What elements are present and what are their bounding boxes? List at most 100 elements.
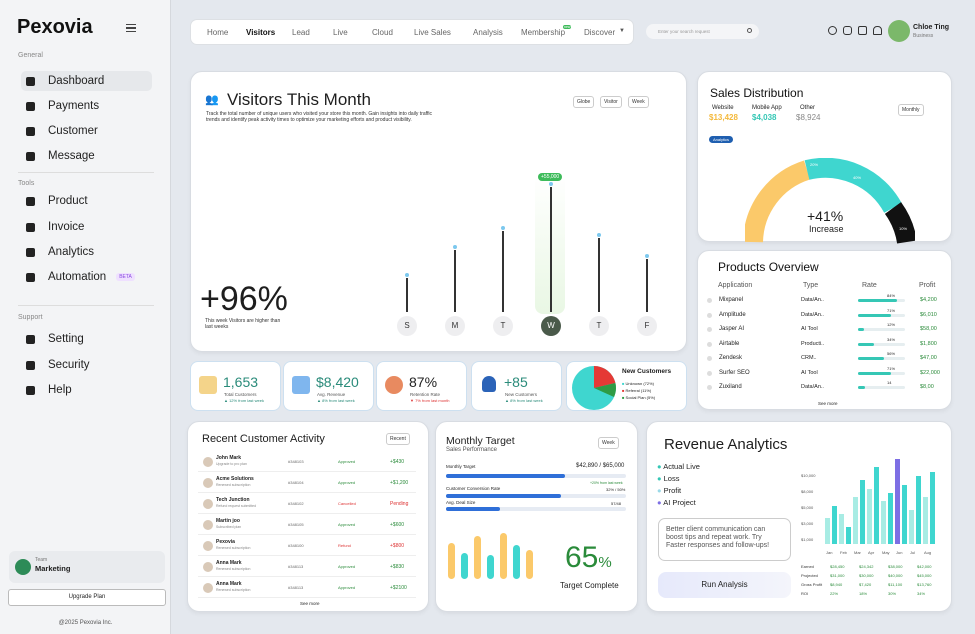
table-cell: $45,000 (917, 573, 932, 578)
filter-visitor[interactable]: Visitor (600, 96, 622, 108)
visitors-bar (502, 231, 504, 312)
new-badge: new (563, 25, 572, 29)
tab-home[interactable]: Home (207, 28, 229, 37)
order-id: #348102 (288, 501, 304, 506)
product-name: Jasper AI (719, 326, 745, 332)
tab-live-sales[interactable]: Live Sales (414, 28, 451, 37)
sidebar-item-invoice[interactable]: Invoice (21, 217, 152, 237)
visitors-bar (454, 250, 456, 312)
sidebar-item-help[interactable]: Help (21, 380, 152, 400)
tab-analysis[interactable]: Analysis (473, 28, 503, 37)
run-analysis-button[interactable]: Run Analysis (658, 572, 791, 598)
attachment-icon[interactable] (843, 26, 852, 35)
table-cell: 30% (888, 591, 897, 596)
customer-name: Anna Mark (216, 581, 242, 587)
activity-row[interactable]: Anna Mark Renewed subscription #348113 Appr… (198, 557, 416, 577)
tab-membership[interactable]: Membership (521, 28, 566, 37)
tab-visitors[interactable]: Visitors (246, 28, 276, 37)
sidebar-item-dashboard[interactable]: Dashboard (21, 71, 152, 91)
amount: +$830 (390, 564, 405, 570)
profit-value: $8,00 (920, 384, 934, 390)
customer-name: John Mark (216, 455, 242, 461)
activity-desc: Subscribed plan (216, 525, 242, 529)
visitors-bar (406, 278, 408, 312)
legend-item: ■ Social Plan (5%) (622, 395, 656, 400)
tab-cloud[interactable]: Cloud (372, 28, 393, 37)
filter-globe[interactable]: Globe (573, 96, 595, 108)
revenue-bar (867, 489, 872, 544)
sidebar-item-product[interactable]: Product (21, 191, 152, 211)
sales-col-value: $4,038 (752, 113, 777, 122)
add-icon[interactable] (828, 26, 837, 35)
activity-row[interactable]: Anna Mark Renewed subscription #348113 Appr… (198, 578, 416, 598)
activity-row[interactable]: John Mark Upgrade to pro plan #348103 Appro… (198, 452, 416, 472)
day-label: F (637, 316, 657, 336)
product-name: Mixpanel (719, 297, 744, 303)
peak-label: +55,000 (538, 173, 563, 181)
revenue-bar (874, 467, 879, 544)
sidebar-item-message[interactable]: Message (21, 146, 152, 166)
visitors-title: Visitors This Month (227, 90, 371, 109)
rate-value: 12% (887, 322, 896, 327)
x-tick: Feb (840, 550, 847, 555)
search-input[interactable]: Enter your search request (646, 24, 759, 39)
activity-desc: Renewed subscription (216, 483, 251, 487)
avatar (203, 541, 213, 551)
bell-icon[interactable] (873, 26, 882, 35)
period-select[interactable]: Monthly (898, 104, 924, 116)
amount: +$600 (390, 522, 405, 528)
sidebar-item-customer[interactable]: Customer (21, 121, 152, 141)
y-tick: $8,000 (801, 489, 814, 494)
divider (18, 305, 154, 306)
x-tick: May (882, 550, 890, 555)
sales-col-label: Other (800, 105, 816, 111)
target-row-label: Monthly Target (446, 464, 476, 469)
tab-discover[interactable]: Discover (584, 28, 616, 37)
progress-bar (446, 494, 626, 498)
sidebar-item-analytics[interactable]: Analytics (21, 242, 152, 262)
week-select[interactable]: Week (598, 437, 619, 449)
visitors-description: Track the total number of unique users w… (206, 111, 432, 123)
tab-live[interactable]: Live (333, 28, 348, 37)
status-badge: Cancelled (338, 501, 356, 506)
activity-desc: Upgrade to pro plan (216, 462, 247, 466)
menu-icon[interactable] (126, 24, 136, 32)
row-dot (707, 385, 712, 390)
rate-value: 56% (887, 351, 896, 356)
revenue-bar (916, 476, 921, 544)
sidebar-item-automation[interactable]: Automation BETA (21, 267, 152, 287)
see-more-link[interactable]: See more (300, 601, 320, 606)
chat-icon[interactable] (858, 26, 867, 35)
activity-row[interactable]: Tech Junction Refund request submitted #34… (198, 494, 416, 514)
tab-lead[interactable]: Lead (292, 28, 310, 37)
activity-row[interactable]: Acme Solutions Renewed subscription #34810… (198, 473, 416, 493)
sidebar-item-payments[interactable]: Payments (21, 96, 152, 116)
avatar[interactable] (888, 20, 910, 42)
table-cell: $13,760 (917, 582, 932, 587)
x-tick: Apr (868, 550, 875, 555)
rate-value: 14 (887, 380, 892, 385)
segment-label: 40% (853, 175, 862, 180)
target-subtitle: Sales Performance (446, 447, 498, 453)
x-tick: Jul (910, 550, 916, 555)
order-id: #348104 (288, 480, 304, 485)
activity-row[interactable]: Martin joo Subscribed plan #348105 Approved… (198, 515, 416, 535)
stat-label: Total Customers (224, 392, 257, 397)
profit-value: $4,200 (920, 297, 937, 303)
rate-value: 71% (887, 307, 896, 313)
recent-select[interactable]: Recent (386, 433, 410, 445)
stat-label: New Customers (505, 392, 538, 397)
team-switcher[interactable]: Team Marketing (9, 551, 165, 583)
stat-label: Retention Rate (410, 392, 441, 397)
see-more-link[interactable]: See more (818, 401, 838, 406)
target-bar (487, 555, 494, 579)
status-badge: Approved (338, 564, 356, 569)
activity-row[interactable]: Pexovia Renewed subscription #348100 Refund… (198, 536, 416, 556)
filter-week[interactable]: Week (628, 96, 649, 108)
sidebar-item-security[interactable]: Security (21, 355, 152, 375)
rate-bar (858, 299, 905, 302)
rate-fill (858, 357, 885, 360)
sidebar-item-setting[interactable]: Setting (21, 329, 152, 349)
upgrade-plan-button[interactable]: Upgrade Plan (8, 589, 166, 606)
target-row-value: $42,890 / $65,000 (576, 463, 625, 469)
